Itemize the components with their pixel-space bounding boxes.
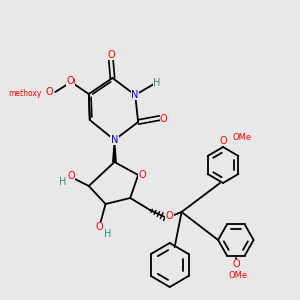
- Text: H: H: [59, 177, 67, 187]
- Text: O: O: [232, 259, 240, 269]
- Text: O: O: [67, 77, 75, 87]
- Text: N: N: [111, 135, 118, 145]
- Text: H: H: [153, 78, 161, 88]
- Text: H: H: [104, 229, 111, 239]
- Text: O: O: [66, 76, 74, 86]
- Text: OMe: OMe: [233, 133, 252, 142]
- Text: O: O: [138, 170, 146, 180]
- Text: N: N: [131, 90, 139, 100]
- Text: methoxy: methoxy: [8, 88, 41, 98]
- Text: OMe: OMe: [228, 271, 248, 280]
- Text: O: O: [166, 211, 173, 221]
- Text: O: O: [108, 50, 115, 60]
- Text: O: O: [96, 222, 104, 232]
- Text: O: O: [160, 114, 168, 124]
- Text: O: O: [67, 171, 75, 181]
- Polygon shape: [113, 140, 116, 162]
- Text: O: O: [219, 136, 227, 146]
- Text: O: O: [46, 87, 53, 97]
